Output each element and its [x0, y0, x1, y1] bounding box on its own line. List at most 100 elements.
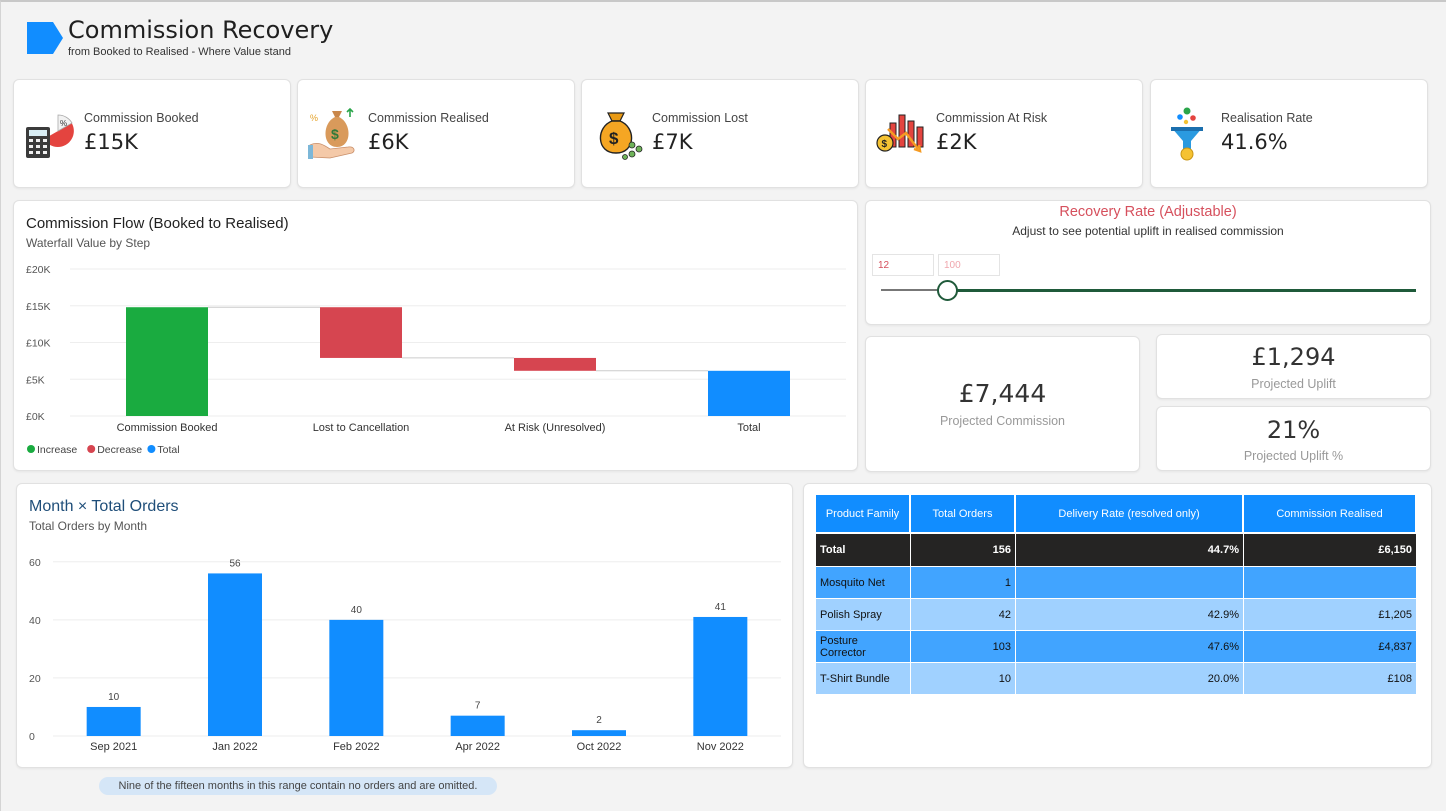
svg-text:%: %	[310, 113, 318, 123]
data-label: 10	[108, 692, 120, 703]
data-label: 2	[596, 715, 602, 726]
y-tick-label: £15K	[26, 301, 51, 313]
orders-bar	[208, 573, 262, 736]
kpi-label: Commission At Risk	[936, 111, 1048, 125]
kpi-value: £15K	[84, 130, 138, 154]
chart-subtitle: Waterfall Value by Step	[26, 236, 151, 250]
money-bag-coins-icon: $	[599, 112, 643, 160]
orders-bar	[693, 616, 748, 736]
monthly-orders-chart: 0 20 40 60 10 Sep 2021 56 Jan 2022 40 Feb 2022 7 Ap…	[29, 557, 781, 753]
y-tick-label: £5K	[26, 374, 45, 386]
slider-thumb[interactable]	[937, 280, 958, 301]
recovery-subtitle: Adjust to see potential uplift in realis…	[1012, 224, 1284, 238]
monthly-orders-chart-card: Month × Total Orders Total Orders by Mon…	[16, 483, 793, 768]
slider-track[interactable]	[948, 289, 1416, 292]
projected-commission-label: Projected Commission	[939, 414, 1066, 428]
recovery-title: Recovery Rate (Adjustable)	[1059, 204, 1237, 220]
orders-bar	[450, 715, 505, 736]
y-tick-label: 20	[29, 673, 41, 685]
x-tick-label: Lost to Cancellation	[313, 422, 410, 434]
cell-commission: £6,150	[1244, 534, 1417, 567]
cell-orders: 10	[911, 663, 1016, 695]
cell-orders: 1	[911, 567, 1016, 599]
waterfall-bar	[320, 307, 402, 358]
y-tick-label: £0K	[26, 411, 45, 423]
waterfall-bar	[126, 307, 208, 416]
legend-label: Decrease	[97, 444, 142, 456]
table-row[interactable]: Polish Spray 42 42.9% £1,205	[816, 599, 1417, 631]
x-tick-label: Jan 2022	[212, 741, 257, 753]
svg-text:%: %	[60, 119, 67, 128]
cell-orders: 156	[911, 534, 1016, 567]
column-header-delivery-rate[interactable]: Delivery Rate (resolved only)	[1016, 495, 1244, 534]
kpi-label: Commission Lost	[652, 111, 748, 125]
waterfall-chart-card: Commission Flow (Booked to Realised) Wat…	[13, 200, 858, 471]
slider-track-filled[interactable]	[881, 289, 948, 291]
x-tick-label: Nov 2022	[697, 741, 744, 753]
y-tick-label: £10K	[26, 338, 51, 350]
slider-max-input[interactable]: 100	[938, 254, 1000, 276]
kpi-card-realised[interactable]: % $ Commission Realised £6K	[297, 79, 575, 188]
cell-commission	[1244, 567, 1417, 599]
y-tick-label: 60	[29, 557, 41, 569]
cell-orders: 103	[911, 631, 1016, 663]
cell-rate: 47.6%	[1016, 631, 1244, 663]
column-header-total-orders[interactable]: Total Orders	[911, 495, 1016, 534]
cell-family: Total	[816, 534, 911, 567]
projected-uplift-pct-value: 21%	[1266, 416, 1321, 444]
kpi-value: £6K	[368, 130, 409, 154]
svg-text:$: $	[882, 139, 888, 150]
x-tick-label: Oct 2022	[577, 741, 622, 753]
orders-bar	[329, 619, 384, 736]
cell-rate: 44.7%	[1016, 534, 1244, 567]
cell-commission: £1,205	[1244, 599, 1417, 631]
table-row[interactable]: T-Shirt Bundle 10 20.0% £108	[816, 663, 1417, 695]
y-tick-label: 40	[29, 615, 41, 627]
cell-rate: 42.9%	[1016, 599, 1244, 631]
table-total-row: Total 156 44.7% £6,150	[816, 534, 1417, 567]
table-row[interactable]: Mosquito Net 1	[816, 567, 1417, 599]
column-header-commission-realised[interactable]: Commission Realised	[1244, 495, 1417, 534]
kpi-value: £2K	[936, 130, 977, 154]
funnel-coin-icon	[1171, 107, 1203, 161]
projected-uplift-pct-card: 21% Projected Uplift %	[1156, 406, 1431, 471]
svg-text:$: $	[331, 126, 339, 142]
x-tick-label: At Risk (Unresolved)	[505, 422, 606, 434]
data-label: 56	[229, 558, 241, 569]
kpi-card-at-risk[interactable]: $ Commission At Risk £2K	[865, 79, 1143, 188]
legend-label: Increase	[37, 444, 77, 456]
table-row[interactable]: Posture Corrector 103 47.6% £4,837	[816, 631, 1417, 663]
cell-commission: £108	[1244, 663, 1417, 695]
x-tick-label: Total	[737, 422, 760, 434]
data-label: 7	[475, 701, 481, 712]
legend-marker	[27, 445, 35, 453]
projected-commission-value: £7,444	[958, 379, 1047, 408]
kpi-card-realisation-rate[interactable]: Realisation Rate 41.6%	[1150, 79, 1428, 188]
calculator-pie-icon: %	[26, 114, 74, 158]
page-subtitle: from Booked to Realised - Where Value st…	[68, 46, 291, 58]
projected-uplift-card: £1,294 Projected Uplift	[1156, 334, 1431, 399]
y-tick-label: 0	[29, 731, 35, 743]
svg-text:$: $	[609, 129, 619, 148]
cell-rate: 20.0%	[1016, 663, 1244, 695]
waterfall-bar	[514, 357, 596, 371]
x-tick-label: Sep 2021	[90, 741, 137, 753]
page-title: Commission Recovery	[68, 16, 334, 44]
money-bag-hand-icon: % $	[308, 107, 355, 159]
slider-min-input[interactable]: 12	[872, 254, 934, 276]
y-tick-label: £20K	[26, 264, 51, 276]
cell-rate	[1016, 567, 1244, 599]
cell-orders: 42	[911, 599, 1016, 631]
cell-family: Mosquito Net	[816, 567, 911, 599]
data-label: 40	[351, 605, 363, 616]
footer-note: Nine of the fifteen months in this range…	[99, 777, 497, 795]
x-tick-label: Commission Booked	[117, 422, 218, 434]
cell-family: Posture Corrector	[816, 631, 911, 663]
orders-bar	[572, 730, 626, 736]
cell-family: Polish Spray	[816, 599, 911, 631]
column-header-product-family[interactable]: Product Family	[816, 495, 911, 534]
cell-commission: £4,837	[1244, 631, 1417, 663]
kpi-card-lost[interactable]: $ Commission Lost £7K	[581, 79, 859, 188]
kpi-card-booked[interactable]: % Commission Booked £15K	[13, 79, 291, 188]
kpi-label: Commission Booked	[84, 111, 199, 125]
